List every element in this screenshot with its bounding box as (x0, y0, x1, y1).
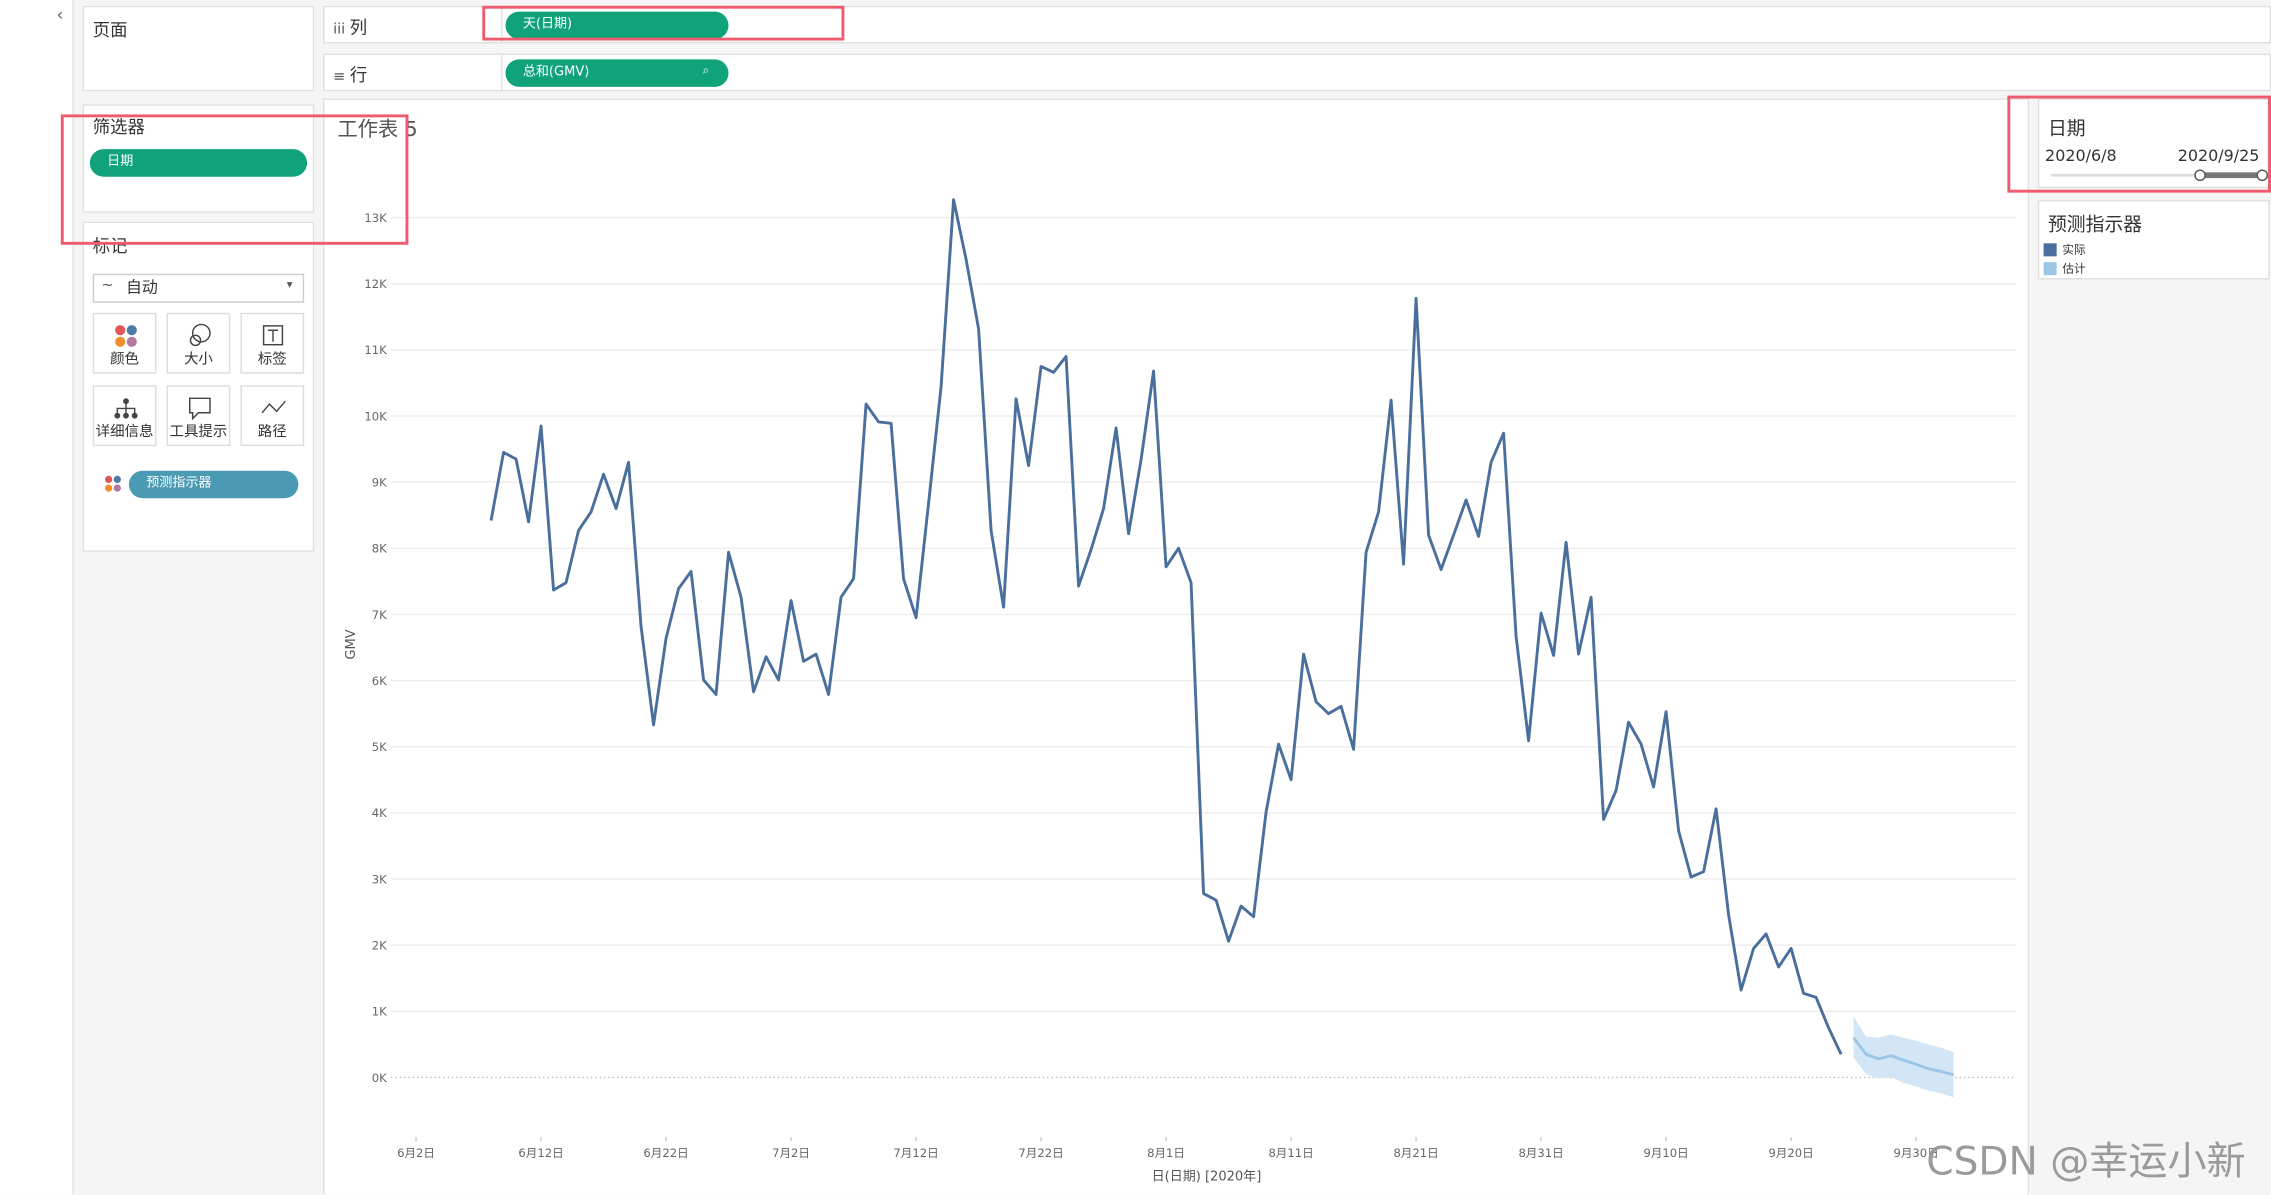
range-start: 2020/6/8 (2045, 146, 2117, 166)
y-tick-label: 3K (372, 872, 387, 886)
y-tick-label: 9K (372, 475, 387, 489)
x-tick-label: 8月31日 (1518, 1146, 1563, 1160)
y-tick-label: 5K (372, 740, 387, 754)
shelf-label: iii 列 (333, 17, 368, 38)
slider-range (2198, 172, 2263, 179)
card-title: 页面 (92, 20, 128, 41)
y-tick-label: 2K (372, 938, 387, 952)
y-axis-title: GMV (344, 629, 359, 659)
x-tick-label: 6月12日 (518, 1146, 563, 1160)
icon (189, 397, 211, 421)
slider-handle[interactable] (2194, 169, 2206, 182)
x-tick-label: 8月21日 (1393, 1146, 1438, 1160)
dropdown-arrow: ▾ (286, 278, 293, 292)
series-line (1852, 1036, 1954, 1077)
rows-pill[interactable]: 总和(GMV) (505, 59, 729, 87)
columns-shelf: iii 列 天(日期) (322, 5, 2271, 44)
legend-swatch (2043, 243, 2057, 257)
icon (262, 325, 284, 346)
mark-type: 自动 (126, 278, 158, 297)
marks-pill[interactable]: 预测指示器 (128, 470, 299, 499)
y-tick-label: 13K (364, 211, 387, 225)
series-line (489, 198, 1843, 1055)
button-label: 标签 (257, 351, 287, 368)
filter-pill[interactable]: 日期 (89, 149, 308, 177)
x-tick-label: 7月22日 (1018, 1146, 1063, 1160)
watermark: CSDN @幸运小新 (1926, 1139, 2246, 1185)
legend-label: 估计 (2062, 262, 2086, 276)
date-filter-card: 日期 2020/6/8 2020/9/25 (2037, 98, 2270, 189)
shelf-name: 行 (349, 65, 368, 86)
card-title: 标记 (92, 236, 128, 257)
range-end: 2020/9/25 (2177, 146, 2260, 166)
label-button[interactable]: 标签 (240, 312, 305, 374)
legend-label: 实际 (2062, 243, 2086, 257)
color-dots (105, 475, 121, 492)
y-tick-label: 12K (364, 277, 387, 291)
highlight-box (2007, 95, 2271, 193)
rows-shelf: ≡ 行 总和(GMV) ⌕ (322, 53, 2271, 92)
button-label: 工具提示 (169, 424, 228, 441)
chart-title: 工作表 5 (337, 117, 417, 141)
slider-track (2050, 173, 2263, 177)
legend-title: 预测指示器 (2047, 214, 2143, 237)
x-tick-label: 8月11日 (1268, 1146, 1313, 1160)
x-tick-label: 9月20日 (1768, 1146, 1813, 1160)
chart: 工作表 5 日(日期) [2020年] GMV 0K 1K 2K 3K 4K 5K 6K 7K… (337, 117, 2017, 1184)
line-icon: ~ (101, 278, 114, 295)
button-label: 路径 (257, 424, 287, 441)
y-tick-label: 4K (372, 806, 387, 820)
marks-card: 标记 自动 ~ ▾ 颜色 大小 标签 详细信息 工具提示 路径 预测指示器 (82, 221, 315, 552)
x-axis-title: 日(日期) [2020年] (1152, 1169, 1262, 1184)
pill-icon: ⌕ (702, 63, 709, 77)
y-tick-label: 10K (364, 409, 387, 423)
pages-card: 页面 (82, 5, 315, 92)
y-tick-label: 6K (372, 674, 387, 688)
x-tick-label: 9月10日 (1643, 1146, 1688, 1160)
x-tick-label: 7月12日 (893, 1146, 938, 1160)
icon (114, 398, 138, 419)
shelf-name: 列 (349, 17, 368, 38)
legend-swatch (2043, 262, 2057, 276)
slider-handle[interactable] (2256, 169, 2269, 182)
icon (115, 325, 137, 347)
y-tick-label: 7K (372, 608, 387, 622)
y-tick-label: 0K (372, 1071, 387, 1085)
shelf-label: ≡ 行 (333, 65, 368, 86)
x-tick-label: 7月2日 (772, 1146, 810, 1160)
mark-type-dropdown[interactable]: 自动 (92, 273, 305, 303)
x-tick-label: 9月30日 (1893, 1146, 1938, 1160)
chart-card (322, 98, 2030, 1195)
filters-card: 筛选器 日期 (82, 104, 315, 213)
x-tick-label: 6月2日 (397, 1146, 435, 1160)
x-tick-label: 6月22日 (643, 1146, 688, 1160)
divider (501, 7, 503, 43)
button-label: 大小 (183, 351, 213, 368)
y-tick-label: 8K (372, 542, 387, 556)
forecast-band (1853, 1016, 1954, 1098)
y-tick-label: 1K (372, 1005, 387, 1019)
button-label: 颜色 (110, 351, 140, 368)
highlight-box (482, 5, 845, 41)
x-tick-label: 8月1日 (1147, 1146, 1185, 1160)
icon (189, 323, 211, 347)
color-button[interactable]: 颜色 (92, 312, 157, 374)
legend-card: 预测指示器 实际 估计 (2037, 199, 2270, 280)
collapse-button[interactable]: ‹ (56, 4, 64, 25)
button-label: 详细信息 (95, 424, 154, 441)
right-panel (2029, 98, 2271, 1195)
icon (261, 400, 286, 414)
divider (501, 55, 503, 90)
y-tick-label: 11K (364, 343, 387, 357)
path-button[interactable]: 路径 (240, 385, 305, 447)
detail-button[interactable]: 详细信息 (92, 385, 157, 447)
filter-title: 日期 (2047, 118, 2086, 141)
columns-pill[interactable]: 天(日期) (505, 11, 729, 40)
tooltip-button[interactable]: 工具提示 (166, 385, 231, 447)
card-title: 筛选器 (92, 117, 145, 138)
size-button[interactable]: 大小 (166, 312, 231, 374)
highlight-box (60, 114, 409, 245)
